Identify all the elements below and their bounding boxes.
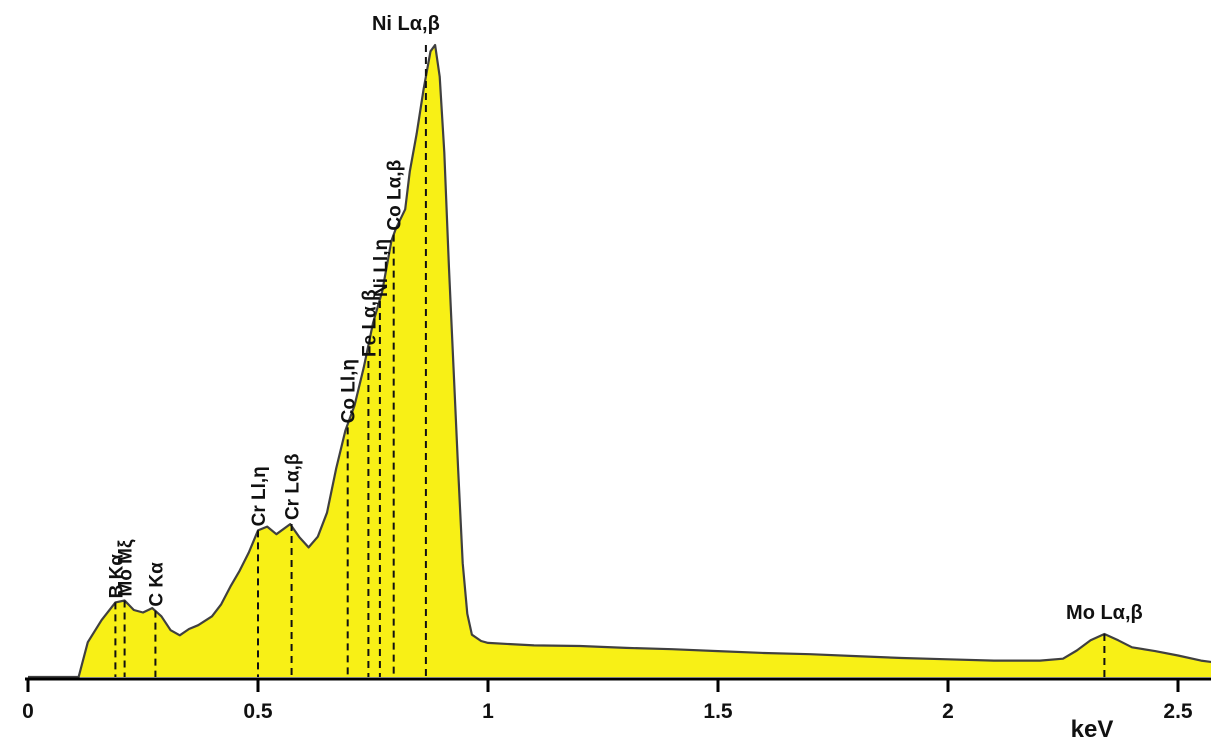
- peak-label-b-k: B Kα: [106, 554, 127, 599]
- peak-label-cr-l: Cr Lα,β: [283, 453, 304, 520]
- peak-label-c-k: C Kα: [146, 562, 167, 607]
- peak-label-co-ll: Co Ll,η: [339, 359, 360, 423]
- x-tick-label: 0: [22, 700, 34, 723]
- peak-label-mo-l: Mo Lα,β: [1066, 602, 1143, 624]
- peak-label-cr-ll: Cr Ll,η: [249, 466, 270, 526]
- x-axis-ticks: 0 0.5 1 1.5 2 2.5: [22, 679, 1193, 723]
- peak-label-fe-l: Fe Lα,β: [359, 289, 380, 357]
- x-tick-label: 1: [482, 700, 494, 723]
- peak-label-ni-ll: Ni Ll,η: [371, 239, 392, 297]
- x-tick-label: 2.5: [1163, 700, 1193, 723]
- spectrum-outline: [28, 43, 1211, 679]
- x-tick-label: 2: [942, 700, 954, 723]
- x-tick-label: 0.5: [243, 700, 273, 723]
- peak-label-mo-m: Mo Mξ: [116, 539, 137, 597]
- x-axis-label: keV: [1071, 716, 1114, 743]
- spectrum-area: [28, 45, 1211, 677]
- x-tick-label: 1.5: [703, 700, 733, 723]
- peak-label-co-l: Co Lα,β: [385, 160, 406, 231]
- peak-label-ni-l: Ni Lα,β: [372, 13, 440, 35]
